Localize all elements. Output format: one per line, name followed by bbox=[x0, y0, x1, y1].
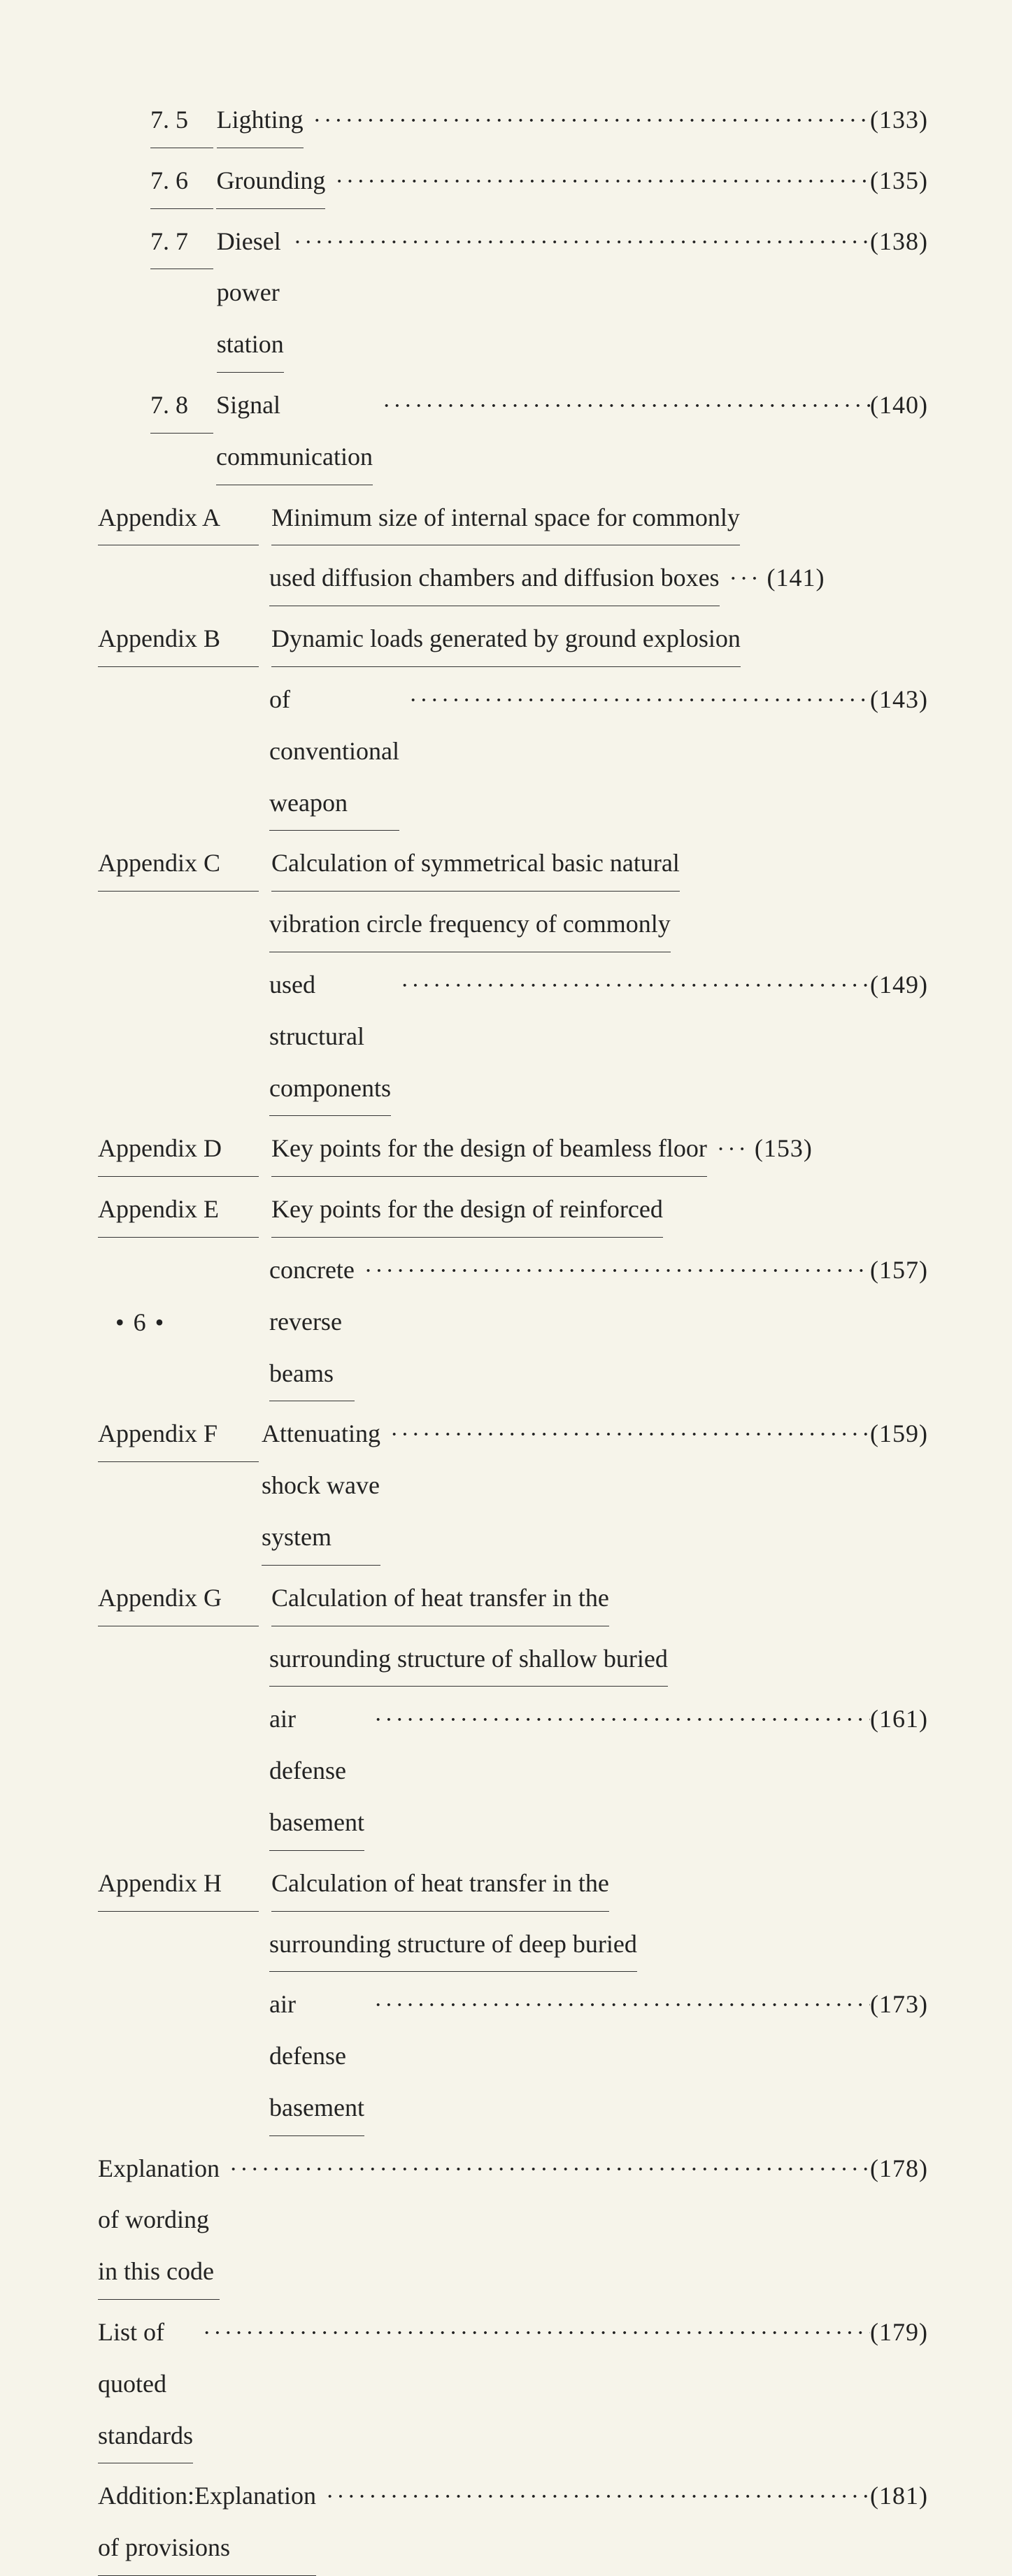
section-number: 7. 5 bbox=[150, 94, 213, 148]
toc-entry-title: Addition:Explanation of provisions bbox=[98, 2470, 316, 2576]
appendix-label: Appendix G bbox=[98, 1573, 259, 1626]
toc-page-ref: (157) bbox=[870, 1245, 928, 1296]
toc-page-ref: (179) bbox=[870, 2307, 928, 2359]
toc-row: Addition:Explanation of provisions······… bbox=[98, 2470, 928, 2576]
toc-row: Appendix HCalculation of heat transfer i… bbox=[98, 1858, 928, 1912]
leader-dots: ········································… bbox=[373, 382, 870, 431]
section-number: 7. 8 bbox=[150, 380, 213, 434]
toc-row: air defense basement····················… bbox=[269, 1979, 928, 2135]
toc-row: air defense basement····················… bbox=[269, 1694, 928, 1850]
toc-page-ref: (181) bbox=[870, 2470, 928, 2522]
appendix-label: Appendix D bbox=[98, 1123, 259, 1177]
appendix-label: Appendix H bbox=[98, 1858, 259, 1912]
toc-entry-title: Key points for the design of beamless fl… bbox=[271, 1123, 707, 1177]
toc-entry-title: Dynamic loads generated by ground explos… bbox=[271, 613, 741, 667]
toc-entry-title: Calculation of heat transfer in the bbox=[271, 1573, 609, 1626]
leader-dots: ········································… bbox=[364, 1696, 870, 1745]
leader-dots: ··· bbox=[720, 554, 767, 603]
leader-dots: ········································… bbox=[399, 676, 870, 725]
toc-entry-title-cont: air defense basement bbox=[269, 1979, 364, 2135]
toc-row: Appendix AMinimum size of internal space… bbox=[98, 492, 928, 546]
toc-entry-title: Diesel power station bbox=[217, 216, 284, 373]
toc-row: Appendix BDynamic loads generated by gro… bbox=[98, 613, 928, 667]
appendix-label: Appendix B bbox=[98, 613, 259, 667]
toc-entry-title-cont: vibration circle frequency of commonly bbox=[269, 899, 671, 952]
leader-dots: ········································… bbox=[380, 1410, 870, 1459]
toc-page-ref: (135) bbox=[870, 155, 928, 207]
leader-dots: ········································… bbox=[220, 2145, 870, 2194]
leader-dots: ········································… bbox=[364, 1981, 870, 2030]
toc-row: surrounding structure of deep buried bbox=[269, 1919, 928, 1973]
toc-entry-title: Calculation of heat transfer in the bbox=[271, 1858, 609, 1912]
toc-row: Appendix EKey points for the design of r… bbox=[98, 1184, 928, 1238]
toc-page-ref: (138) bbox=[870, 216, 928, 268]
toc-row: used diffusion chambers and diffusion bo… bbox=[269, 552, 928, 606]
toc-row: used structural components··············… bbox=[269, 959, 928, 1116]
toc-row: Appendix DKey points for the design of b… bbox=[98, 1123, 928, 1177]
page-number: • 6 • bbox=[115, 1308, 165, 1337]
leader-dots: ········································… bbox=[284, 218, 870, 267]
toc-page: 7. 5Lighting····························… bbox=[0, 0, 1012, 1432]
toc-row: surrounding structure of shallow buried bbox=[269, 1633, 928, 1687]
section-number: 7. 7 bbox=[150, 216, 213, 270]
toc-page-ref: (140) bbox=[870, 380, 928, 431]
toc-entry-title-cont: of conventional weapon bbox=[269, 674, 399, 831]
toc-row: List of quoted standards················… bbox=[98, 2307, 928, 2463]
appendix-label: Appendix E bbox=[98, 1184, 259, 1238]
toc-entry-title: Grounding bbox=[216, 155, 325, 209]
toc-entry-title: Minimum size of internal space for commo… bbox=[271, 492, 740, 546]
toc-row: of conventional weapon··················… bbox=[269, 674, 928, 831]
toc-page-ref: (161) bbox=[870, 1694, 928, 1745]
leader-dots: ········································… bbox=[355, 1247, 870, 1296]
toc-entry-title-cont: used diffusion chambers and diffusion bo… bbox=[269, 552, 720, 606]
toc-row: Explanation of wording in this code·····… bbox=[98, 2143, 928, 2300]
toc-entry-title-cont: used structural components bbox=[269, 959, 391, 1116]
toc-entry-title: List of quoted standards bbox=[98, 2307, 193, 2463]
leader-dots: ··· bbox=[707, 1125, 755, 1174]
toc-page-ref: (178) bbox=[870, 2143, 928, 2195]
toc-page-ref: (133) bbox=[870, 94, 928, 146]
toc-entry-title-cont: surrounding structure of deep buried bbox=[269, 1919, 637, 1973]
toc-entry-title: Calculation of symmetrical basic natural bbox=[271, 838, 680, 892]
toc-page-ref: (153) bbox=[755, 1123, 813, 1175]
table-of-contents: 7. 5Lighting····························… bbox=[98, 94, 928, 2576]
toc-entry-title: Key points for the design of reinforced bbox=[271, 1184, 663, 1238]
toc-row: Appendix CCalculation of symmetrical bas… bbox=[98, 838, 928, 892]
toc-row: Appendix GCalculation of heat transfer i… bbox=[98, 1573, 928, 1626]
toc-row: vibration circle frequency of commonly bbox=[269, 899, 928, 952]
toc-entry-title-cont: air defense basement bbox=[269, 1694, 364, 1850]
leader-dots: ········································… bbox=[325, 157, 870, 206]
leader-dots: ········································… bbox=[391, 961, 870, 1010]
leader-dots: ········································… bbox=[316, 2473, 870, 2521]
toc-row: 7. 8Signal communication················… bbox=[150, 380, 928, 485]
toc-entry-title-cont: surrounding structure of shallow buried bbox=[269, 1633, 668, 1687]
toc-row: 7. 5Lighting····························… bbox=[150, 94, 928, 148]
toc-page-ref: (159) bbox=[870, 1408, 928, 1460]
toc-page-ref: (141) bbox=[767, 552, 825, 604]
toc-entry-title: Lighting bbox=[217, 94, 304, 148]
section-number: 7. 6 bbox=[150, 155, 213, 209]
appendix-label: Appendix C bbox=[98, 838, 259, 892]
appendix-label: Appendix F bbox=[98, 1408, 259, 1462]
leader-dots: ········································… bbox=[304, 96, 870, 145]
toc-entry-title: Explanation of wording in this code bbox=[98, 2143, 220, 2300]
toc-page-ref: (149) bbox=[870, 959, 928, 1011]
toc-row: 7. 7Diesel power station················… bbox=[150, 216, 928, 373]
appendix-label: Appendix A bbox=[98, 492, 259, 546]
toc-page-ref: (173) bbox=[870, 1979, 928, 2031]
toc-entry-title: Signal communication bbox=[216, 380, 373, 485]
toc-entry-title-cont: concrete reverse beams bbox=[269, 1245, 355, 1401]
toc-page-ref: (143) bbox=[870, 674, 928, 726]
toc-row: 7. 6Grounding···························… bbox=[150, 155, 928, 209]
leader-dots: ········································… bbox=[193, 2309, 870, 2358]
toc-row: concrete reverse beams··················… bbox=[269, 1245, 928, 1401]
